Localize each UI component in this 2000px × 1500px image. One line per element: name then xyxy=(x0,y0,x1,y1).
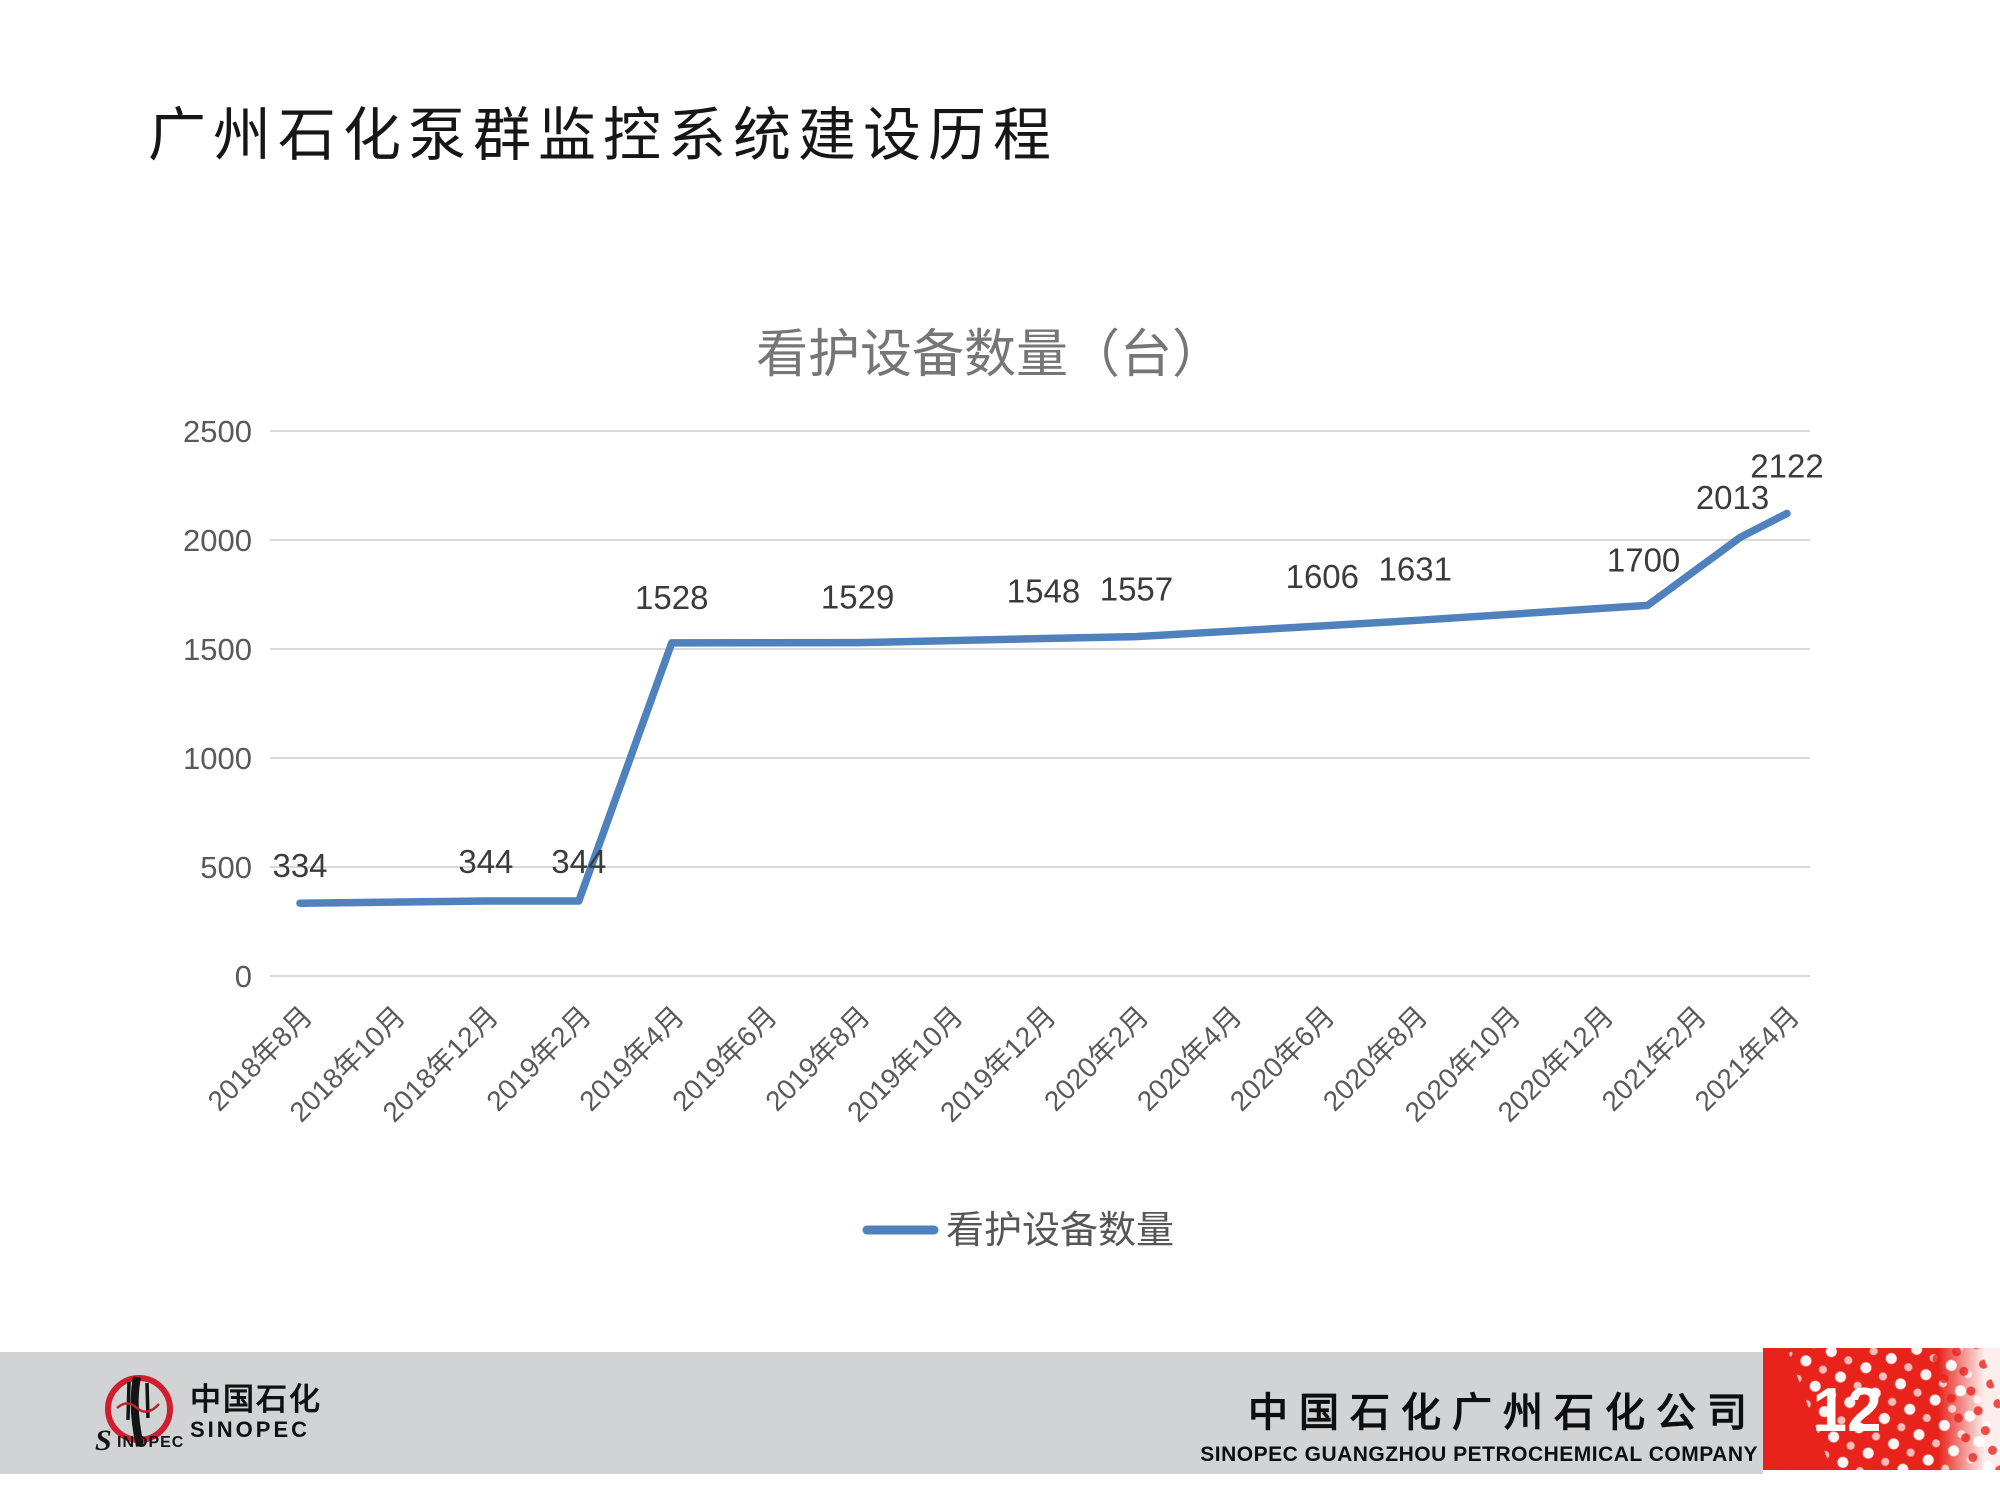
chart-area: 0 500 1000 1500 2000 2500 2018年8月 2018年10月 2018年… xyxy=(140,300,1860,1290)
company-name-en: SINOPEC GUANGZHOU PETROCHEMICAL COMPANY xyxy=(1200,1443,1758,1466)
page-number-block: 12 xyxy=(1763,1348,2000,1470)
legend-label: 看护设备数量 xyxy=(946,1210,1174,1252)
page-number: 12 xyxy=(1812,1376,1882,1445)
data-point-label: 1700 xyxy=(1607,541,1680,578)
logo-letters: INOPEC xyxy=(117,1434,184,1451)
logo-text: 中国石化 SINOPEC xyxy=(190,1382,322,1442)
data-point-label: 344 xyxy=(551,843,606,880)
company-name-cn: 中国石化广州石化公司 xyxy=(1248,1391,1758,1435)
logo-text-cn: 中国石化 xyxy=(190,1382,322,1417)
page-title: 广州石化泵群监控系统建设历程 xyxy=(148,103,1059,168)
logo-bar-left xyxy=(126,1381,131,1421)
y-axis-tick-label: 1500 xyxy=(183,632,252,667)
footer-bar xyxy=(0,1352,1763,1474)
logo-letter-s: S xyxy=(95,1424,112,1456)
data-point-label: 2122 xyxy=(1750,447,1823,484)
logo-brush-stroke xyxy=(130,1376,144,1447)
data-point-label: 1528 xyxy=(635,579,708,616)
y-axis-tick-label: 1000 xyxy=(183,741,252,776)
chart-title: 看护设备数量（台） xyxy=(756,327,1224,384)
series-line xyxy=(296,509,1791,907)
data-point-label: 2013 xyxy=(1696,479,1769,516)
data-point-label: 334 xyxy=(272,847,327,884)
logo-text-en: SINOPEC xyxy=(190,1416,311,1442)
data-point-label: 1557 xyxy=(1100,571,1173,608)
sinopec-logo-icon: S INOPEC xyxy=(95,1375,184,1456)
data-point-label: 1548 xyxy=(1007,573,1080,610)
logo-script xyxy=(116,1402,160,1413)
data-point-label: 1631 xyxy=(1379,550,1452,587)
y-axis-tick-label: 2500 xyxy=(183,414,252,449)
data-point-label: 344 xyxy=(458,843,513,880)
y-axis-tick-label: 2000 xyxy=(183,523,252,558)
y-axis-tick-label: 500 xyxy=(200,850,252,885)
y-axis-tick-label: 0 xyxy=(235,959,252,994)
line-chart: 050010001500200025002018年8月2018年10月2018年… xyxy=(183,327,1824,1252)
data-point-label: 1606 xyxy=(1286,558,1359,595)
company-name-block: 中国石化广州石化公司 SINOPEC GUANGZHOU PETROCHEMIC… xyxy=(1200,1380,1758,1467)
data-point-label: 1529 xyxy=(821,579,894,616)
